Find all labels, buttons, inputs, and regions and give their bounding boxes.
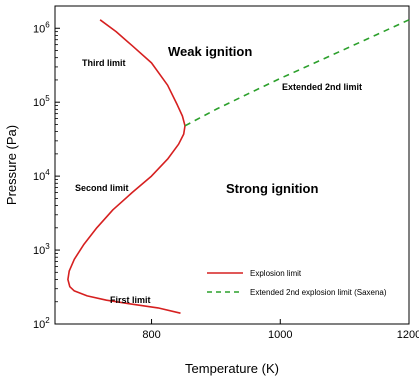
x-tick-label-2: 1200 [397, 329, 419, 341]
x-tick-label-1: 1000 [268, 329, 292, 341]
extended-2nd-limit-label: Extended 2nd limit [282, 82, 362, 92]
x-axis-ticks: 800 1000 1200 [142, 319, 419, 341]
x-axis-label: Temperature (K) [185, 361, 279, 376]
y-tick-label-3: 105 [33, 94, 50, 109]
explosion-limit-curve [67, 19, 186, 314]
legend-label-extended-limit: Extended 2nd explosion limit (Saxena) [250, 288, 387, 297]
first-limit-label: First limit [110, 295, 151, 305]
y-axis-label: Pressure (Pa) [4, 125, 19, 205]
legend-label-explosion-limit: Explosion limit [250, 269, 302, 278]
third-limit-label: Third limit [82, 58, 126, 68]
y-axis-ticks: 102 103 104 105 106 [33, 20, 60, 331]
strong-ignition-label: Strong ignition [226, 181, 318, 196]
plot-frame [54, 5, 410, 325]
y-tick-label-1: 103 [33, 242, 50, 257]
second-limit-label: Second limit [75, 183, 129, 193]
extended-2nd-limit-curve [184, 19, 410, 127]
y-tick-label-0: 102 [33, 316, 50, 331]
series-layer [67, 19, 410, 314]
weak-ignition-label: Weak ignition [168, 44, 252, 59]
y-tick-label-4: 106 [33, 20, 50, 35]
y-tick-label-2: 104 [33, 168, 50, 183]
x-tick-label-0: 800 [142, 329, 160, 341]
legend: Explosion limit Extended 2nd explosion l… [207, 269, 387, 297]
